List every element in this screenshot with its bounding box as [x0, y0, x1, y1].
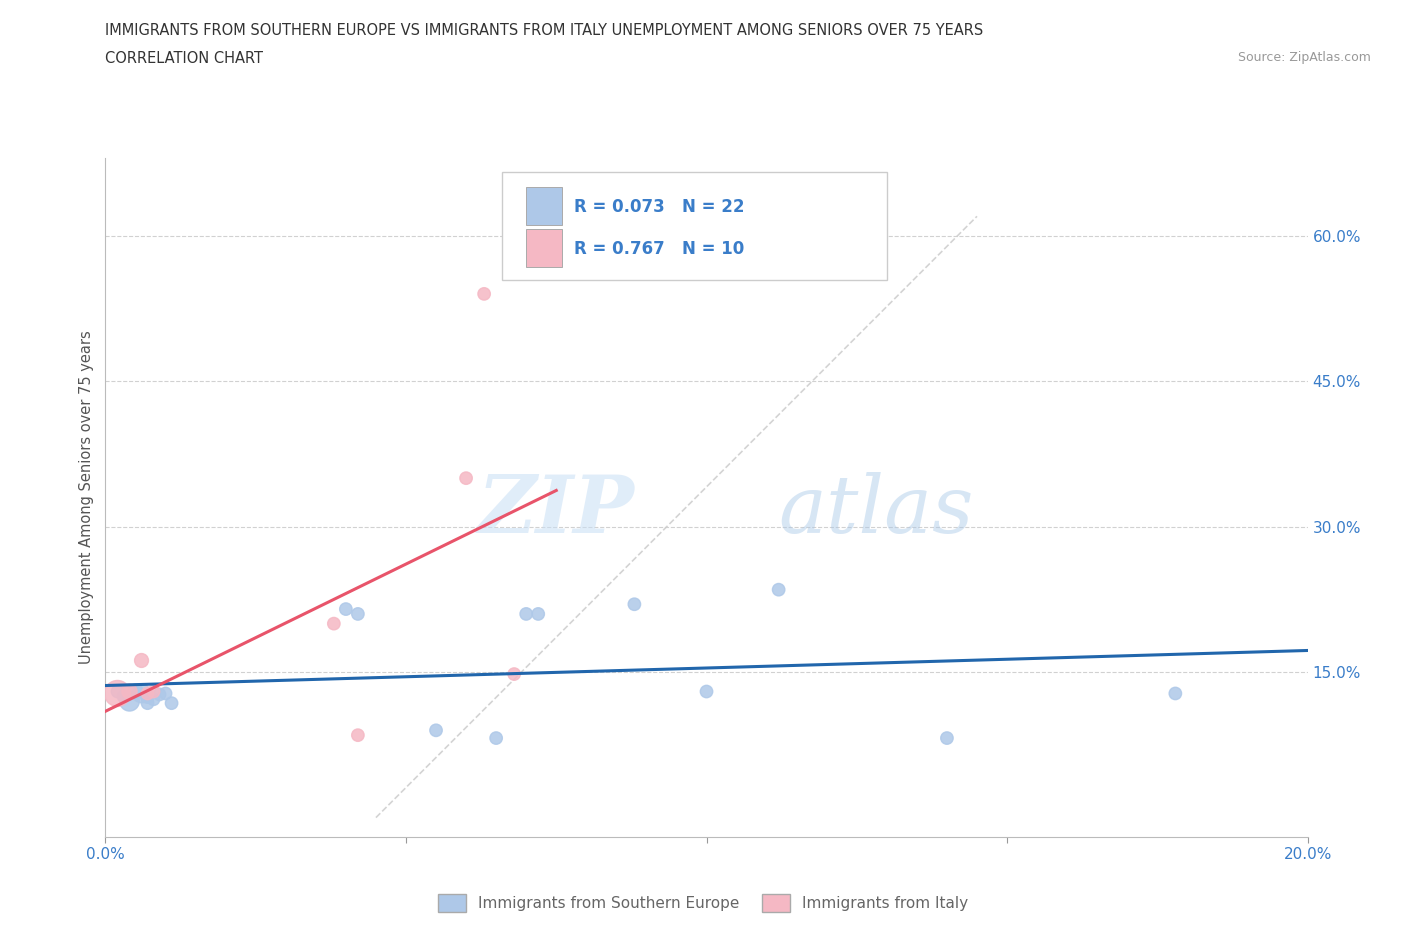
Text: R = 0.073   N = 22: R = 0.073 N = 22 [574, 198, 745, 216]
Point [107, 684, 129, 699]
Point [503, 667, 526, 682]
Point [112, 689, 135, 704]
Text: atlas: atlas [779, 472, 974, 550]
Point [155, 686, 177, 701]
Point [527, 606, 550, 621]
Point [136, 686, 159, 701]
Point [107, 686, 129, 701]
Point [425, 723, 447, 737]
Point [118, 694, 141, 709]
Point [454, 471, 477, 485]
Point [335, 602, 357, 617]
Point [347, 606, 370, 621]
Text: Source: ZipAtlas.com: Source: ZipAtlas.com [1237, 51, 1371, 64]
Point [136, 696, 159, 711]
Point [472, 286, 495, 301]
Point [696, 684, 718, 699]
Point [118, 684, 141, 699]
Text: IMMIGRANTS FROM SOUTHERN EUROPE VS IMMIGRANTS FROM ITALY UNEMPLOYMENT AMONG SENI: IMMIGRANTS FROM SOUTHERN EUROPE VS IMMIG… [105, 23, 984, 38]
Point [148, 687, 170, 702]
Point [936, 731, 959, 746]
Bar [526, 187, 562, 225]
Text: ZIP: ZIP [478, 472, 634, 550]
Point [347, 727, 370, 742]
Point [485, 731, 508, 746]
Point [142, 692, 165, 707]
Legend: Immigrants from Southern Europe, Immigrants from Italy: Immigrants from Southern Europe, Immigra… [432, 888, 974, 918]
Point [131, 653, 153, 668]
Text: CORRELATION CHART: CORRELATION CHART [105, 51, 263, 66]
FancyBboxPatch shape [502, 172, 887, 280]
Point [160, 696, 183, 711]
Point [142, 684, 165, 699]
Point [124, 684, 146, 699]
Point [136, 689, 159, 704]
Bar [526, 230, 562, 267]
Point [623, 597, 645, 612]
Point [322, 617, 344, 631]
Point [515, 606, 537, 621]
Point [131, 686, 153, 701]
Y-axis label: Unemployment Among Seniors over 75 years: Unemployment Among Seniors over 75 years [79, 331, 94, 664]
Text: R = 0.767   N = 10: R = 0.767 N = 10 [574, 240, 745, 258]
Point [768, 582, 790, 597]
Point [1164, 686, 1187, 701]
